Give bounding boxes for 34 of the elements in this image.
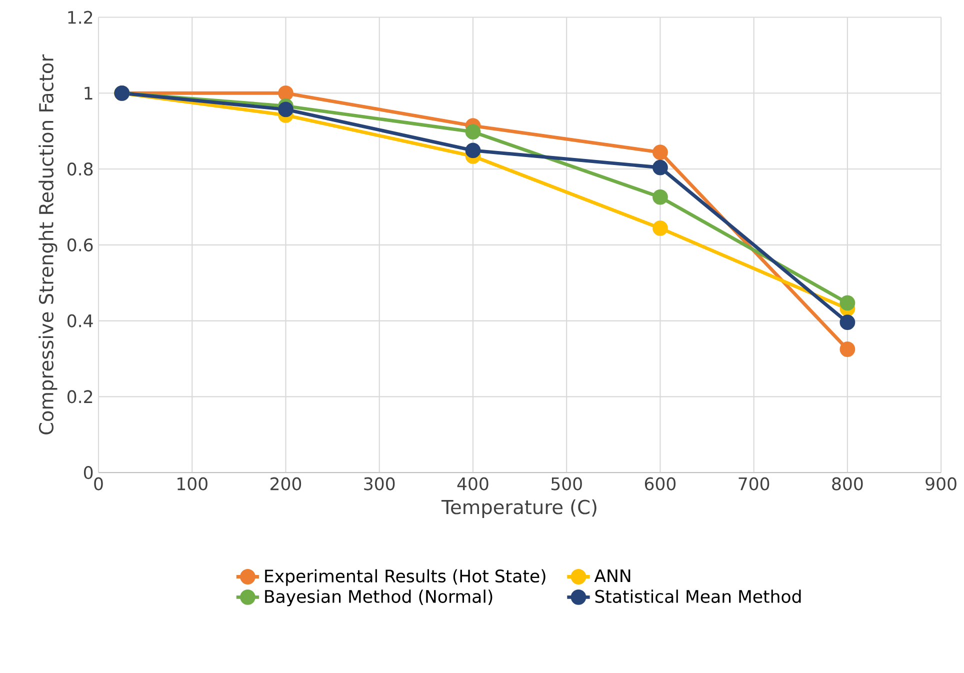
y-axis-title: Compressive Strenght Reduction Factor xyxy=(38,54,58,434)
legend-label: Statistical Mean Method xyxy=(595,590,801,603)
y-tick-label: 0.6 xyxy=(68,238,93,252)
x-tick-label: 300 xyxy=(364,477,395,490)
point xyxy=(278,85,294,101)
y-tick-label: 0 xyxy=(84,466,93,480)
legend-label: Experimental Results (Hot State) xyxy=(265,569,546,586)
point xyxy=(465,124,481,140)
y-tick-label: 0.4 xyxy=(68,314,93,328)
x-tick-label: 100 xyxy=(178,477,208,490)
x-tick-label: 200 xyxy=(270,477,302,490)
y-tick-label: 1 xyxy=(84,86,92,100)
point xyxy=(465,142,481,158)
x-tick-label: 700 xyxy=(738,477,770,490)
legend-label: ANN xyxy=(594,569,630,582)
x-tick-label: 500 xyxy=(551,477,582,490)
point xyxy=(278,102,294,118)
y-tick-label: 0.8 xyxy=(68,162,93,176)
point xyxy=(840,314,856,330)
point xyxy=(652,189,668,205)
x-tick-label: 800 xyxy=(832,477,863,490)
x-tick-label: 0 xyxy=(94,477,103,490)
x-tick-label: 600 xyxy=(644,477,676,490)
point xyxy=(652,144,668,160)
point xyxy=(652,220,668,236)
x-axis-title: Temperature (C) xyxy=(441,499,596,518)
y-tick-label: 1.2 xyxy=(68,10,92,24)
legend-label: Bayesian Method (Normal) xyxy=(265,590,492,606)
point xyxy=(652,160,668,176)
y-tick-label: 0.2 xyxy=(68,390,92,404)
x-tick-label: 400 xyxy=(457,477,488,490)
point xyxy=(840,342,856,357)
point xyxy=(840,295,856,311)
x-tick-label: 900 xyxy=(926,477,956,490)
